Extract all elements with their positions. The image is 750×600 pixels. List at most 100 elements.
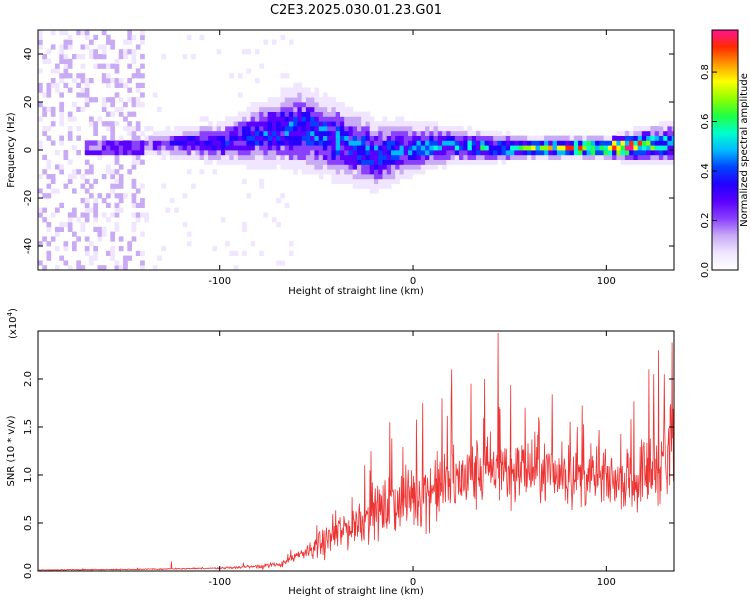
spectrogram-cell: [518, 140, 524, 146]
spectrogram-cell: [161, 154, 166, 160]
spectrogram-x-tick-label: -100: [208, 276, 231, 287]
spectrogram-cell: [654, 135, 660, 141]
spectrogram-cell: [276, 260, 281, 266]
spectrogram-cell: [59, 92, 64, 98]
spectrogram-cell: [110, 236, 115, 242]
spectrogram-cell: [501, 159, 507, 165]
spectrogram-cell: [76, 169, 81, 175]
spectrogram-cell: [620, 140, 626, 146]
spectrogram-cell: [101, 54, 107, 60]
spectrogram-cell: [480, 140, 485, 146]
snr-x-axis-label: Height of straight line (km): [288, 586, 424, 597]
snr-x-tick-label: -100: [208, 577, 231, 588]
spectrogram-cell: [135, 159, 141, 165]
spectrogram-cell: [391, 178, 396, 184]
spectrogram-cell: [284, 140, 290, 146]
spectrogram-cell: [254, 49, 260, 55]
spectrogram-cell: [76, 92, 81, 98]
spectrogram-cell: [276, 154, 281, 160]
spectrogram-cell: [84, 202, 90, 208]
spectrogram-cell: [101, 106, 107, 112]
spectrogram-cell: [293, 102, 298, 108]
spectrogram-cell: [361, 116, 366, 122]
spectrogram-cell: [67, 44, 73, 50]
spectrogram-cell: [327, 130, 332, 136]
spectrogram-cell: [378, 159, 383, 165]
spectrogram-cell: [246, 159, 252, 165]
spectrogram-cell: [322, 92, 328, 98]
spectrogram-cell: [395, 140, 400, 146]
spectrogram-cell: [195, 135, 201, 141]
spectrogram-cell: [284, 92, 290, 98]
spectrogram-cell: [101, 73, 107, 79]
spectrogram-cell: [403, 145, 409, 151]
spectrogram-cell: [327, 150, 332, 156]
spectrogram-cell: [378, 126, 383, 132]
spectrogram-cell: [118, 135, 124, 141]
spectrogram-cell: [288, 140, 294, 146]
spectrogram-cell: [561, 154, 566, 160]
spectrogram-cell: [225, 135, 230, 141]
spectrogram-cell: [199, 169, 205, 175]
spectrogram-cell: [361, 178, 366, 184]
spectrogram-cell: [97, 150, 103, 156]
spectrogram-cell: [297, 145, 303, 151]
spectrogram-cell: [110, 78, 115, 84]
spectrogram-cell: [55, 265, 60, 270]
spectrogram-cell: [340, 150, 345, 156]
spectrogram-cell: [67, 265, 73, 270]
spectrogram-cell: [93, 198, 98, 204]
spectrogram-cell: [135, 250, 141, 256]
spectrogram-cell: [280, 121, 286, 127]
spectrogram-cell: [301, 116, 307, 122]
spectrogram-cell: [127, 39, 132, 45]
spectrogram-cell: [620, 150, 626, 156]
spectrogram-cell: [433, 130, 439, 136]
spectrogram-cell: [412, 130, 417, 136]
spectrogram-cell: [412, 126, 417, 132]
spectrogram-cell: [446, 140, 451, 146]
spectrogram-cell: [50, 111, 56, 117]
spectrogram-cell: [76, 260, 81, 266]
spectrogram-cell: [271, 116, 277, 122]
spectrogram-cell: [42, 111, 47, 117]
spectrogram-cell: [531, 145, 536, 151]
spectrogram-cell: [361, 135, 366, 141]
spectrogram-cell: [59, 49, 64, 55]
spectrogram-cell: [84, 207, 90, 213]
spectrogram-cell: [446, 135, 451, 141]
spectrogram-cell: [267, 164, 273, 170]
spectrogram-cell: [412, 159, 417, 165]
spectrogram-cell: [616, 154, 622, 160]
spectrogram-cell: [267, 154, 273, 160]
spectrogram-cell: [386, 150, 392, 156]
spectrogram-cell: [599, 140, 605, 146]
spectrogram-cell: [42, 130, 47, 136]
spectrogram-cell: [135, 73, 141, 79]
spectrogram-cell: [288, 87, 294, 93]
spectrogram-cell: [442, 159, 447, 165]
spectrogram-cell: [340, 164, 345, 170]
spectrogram-cell: [59, 116, 64, 122]
spectrogram-cell: [67, 34, 73, 40]
spectrogram-cell: [38, 68, 43, 74]
spectrogram-cell: [408, 154, 413, 160]
spectrogram-cell: [59, 111, 64, 117]
spectrogram-cell: [225, 154, 230, 160]
spectrogram-cell: [395, 150, 400, 156]
spectrogram-cell: [114, 226, 120, 232]
spectrogram-cell: [67, 126, 73, 132]
colorbar-ticks: 0.00.20.40.60.8: [700, 64, 717, 278]
spectrogram-cell: [340, 174, 345, 180]
spectrogram-cell: [93, 255, 98, 261]
spectrogram-cell: [191, 145, 196, 151]
spectrogram-cell: [357, 111, 362, 117]
spectrogram-cell: [429, 145, 434, 151]
spectrogram-cell: [38, 34, 43, 40]
spectrogram-cell: [340, 169, 345, 175]
spectrogram-cell: [199, 116, 205, 122]
spectrogram-cell: [127, 97, 132, 103]
spectrogram-x-tick-label: 100: [597, 276, 616, 287]
spectrogram-cell: [450, 154, 456, 160]
spectrogram-cell: [310, 126, 315, 132]
